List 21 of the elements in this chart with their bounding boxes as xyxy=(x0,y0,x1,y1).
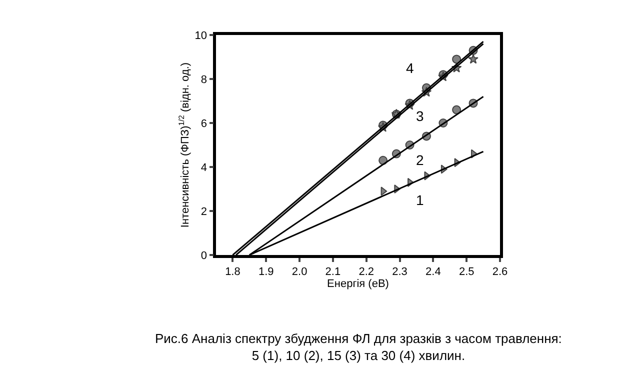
x-tick-label: 1.8 xyxy=(225,266,240,278)
text: Рис.6 Аналіз спектру збудження ФЛ для зразків з часом травлення: 5 (1), 10 (2), 15 (3) та 30 (4) хвилин. xyxy=(155,331,562,363)
y-tick-label: 10 xyxy=(194,30,208,42)
x-tick-label: 2.4 xyxy=(426,266,441,278)
series-label: 2 xyxy=(416,152,424,168)
y-tick-label: 2 xyxy=(200,206,208,218)
series-label: 4 xyxy=(406,60,414,76)
x-axis-title: Енергія (еВ) xyxy=(327,278,389,290)
x-tick-label: 2.6 xyxy=(492,266,508,278)
y-tick-label: 8 xyxy=(200,74,208,86)
x-tick-label: 2.3 xyxy=(392,266,408,278)
series-label: 3 xyxy=(416,108,424,124)
y-tick-label: 4 xyxy=(200,162,208,174)
x-tick-label: 2.5 xyxy=(458,266,474,278)
x-tick-label: 2.1 xyxy=(325,266,341,278)
x-tick-label: 1.9 xyxy=(258,266,274,278)
x-tick-label: 2.2 xyxy=(358,266,374,278)
x-tick-label: 2.0 xyxy=(292,266,308,278)
y-tick-label: 0 xyxy=(200,250,208,262)
series-label: 1 xyxy=(416,192,424,208)
y-tick-label: 6 xyxy=(200,118,208,130)
